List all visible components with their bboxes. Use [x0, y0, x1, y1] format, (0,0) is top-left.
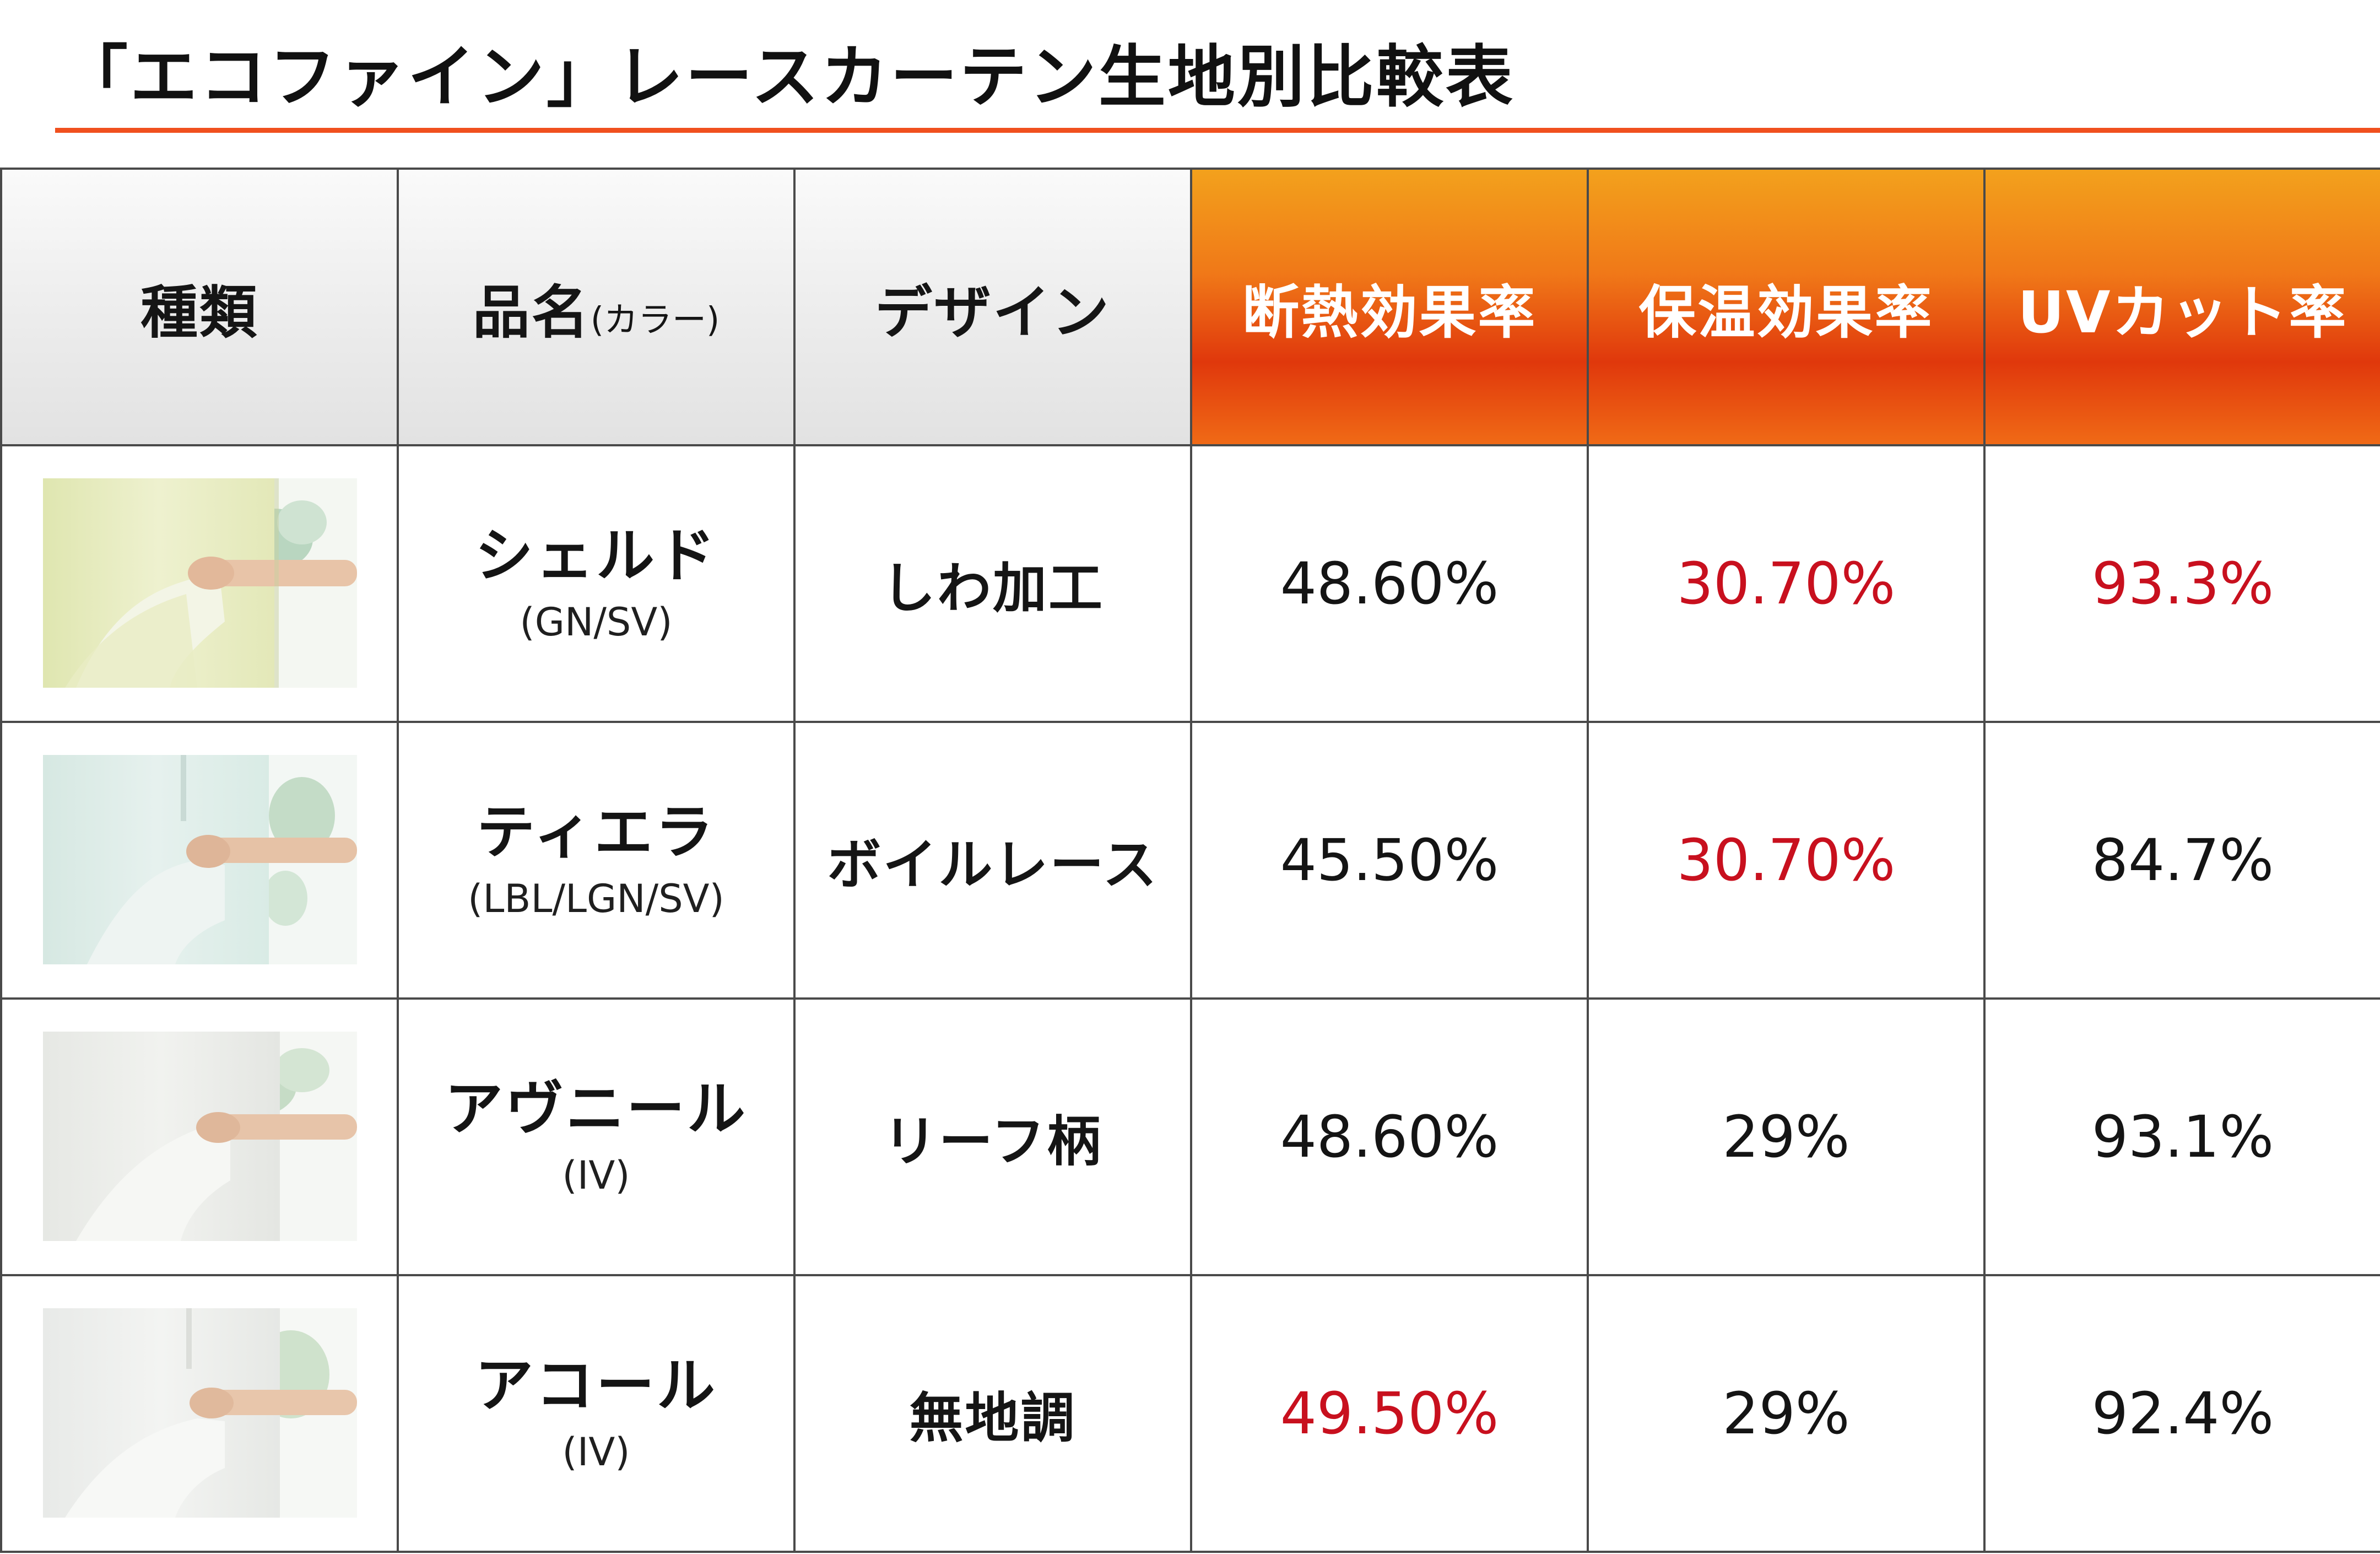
lace-curtain-swatch-ivory — [43, 1032, 357, 1241]
uv-cut-cell: 93.1% — [1983, 997, 2380, 1276]
uv-cut-value: 93.3% — [2091, 550, 2274, 617]
swatch-cell — [0, 444, 399, 723]
table-row: アコール (IV) 無地調 49.50% 29% 92.4% — [0, 1274, 2380, 1553]
swatch-cell — [0, 997, 399, 1276]
uv-cut-cell: 84.7% — [1983, 721, 2380, 1000]
header-type: 種類 — [0, 168, 399, 446]
uv-cut-cell: 92.4% — [1983, 1274, 2380, 1553]
product-colors: (GN/SV) — [520, 600, 673, 645]
swatch-cell — [0, 1274, 399, 1553]
header-product-label: 品名 — [472, 278, 591, 346]
table-row: ティエラ (LBL/LGN/SV) ボイルレース 45.50% 30.70% 8… — [0, 721, 2380, 1000]
lace-curtain-swatch-green — [43, 478, 357, 688]
table-row: アヴニール (IV) リーフ柄 48.60% 29% 93.1% — [0, 997, 2380, 1276]
insulation-cell: 48.60% — [1190, 444, 1589, 723]
product-cell: アコール (IV) — [397, 1274, 796, 1553]
heat-retention-cell: 30.70% — [1587, 444, 1986, 723]
heat-retention-value: 30.70% — [1676, 550, 1896, 617]
insulation-cell: 48.60% — [1190, 997, 1589, 1276]
product-name: シェルド — [475, 522, 717, 590]
table-row: シェルド (GN/SV) しわ加工 48.60% 30.70% 93.3% — [0, 444, 2380, 723]
insulation-cell: 49.50% — [1190, 1274, 1589, 1553]
swatch-cell — [0, 721, 399, 1000]
product-colors: (LBL/LGN/SV) — [468, 876, 724, 921]
insulation-value: 48.60% — [1280, 1103, 1499, 1170]
header-product-suffix: (カラー) — [590, 299, 720, 340]
header-design: デザイン — [793, 168, 1192, 446]
lace-curtain-swatch-white — [43, 1308, 357, 1518]
design-cell: ボイルレース — [793, 721, 1192, 1000]
uv-cut-value: 84.7% — [2091, 827, 2274, 894]
uv-cut-cell: 93.3% — [1983, 444, 2380, 723]
comparison-table: 種類 品名(カラー) デザイン 断熱効果率 保温効果率 UVカット率 — [0, 168, 2380, 1553]
heat-retention-value: 29% — [1722, 1103, 1850, 1170]
design-value: しわ加工 — [881, 557, 1104, 620]
product-name: ティエラ — [477, 798, 716, 866]
header-heat-retention: 保温効果率 — [1587, 168, 1986, 446]
page-title: 「エコファイン」レースカーテン生地別比較表 — [61, 38, 1515, 116]
heat-retention-cell: 29% — [1587, 1274, 1986, 1553]
product-cell: ティエラ (LBL/LGN/SV) — [397, 721, 796, 1000]
insulation-value: 49.50% — [1280, 1380, 1499, 1447]
uv-cut-value: 93.1% — [2091, 1103, 2274, 1170]
design-cell: 無地調 — [793, 1274, 1192, 1553]
title-underline — [55, 128, 2380, 133]
heat-retention-value: 30.70% — [1676, 827, 1896, 894]
header-product: 品名(カラー) — [397, 168, 796, 446]
heat-retention-cell: 30.70% — [1587, 721, 1986, 1000]
insulation-cell: 45.50% — [1190, 721, 1589, 1000]
uv-cut-value: 92.4% — [2091, 1380, 2274, 1447]
table-header-row: 種類 品名(カラー) デザイン 断熱効果率 保温効果率 UVカット率 — [0, 168, 2380, 446]
insulation-value: 45.50% — [1280, 827, 1499, 894]
heat-retention-value: 29% — [1722, 1380, 1850, 1447]
design-value: リーフ柄 — [883, 1110, 1103, 1173]
product-colors: (IV) — [562, 1429, 630, 1475]
design-value: 無地調 — [909, 1387, 1077, 1450]
heat-retention-cell: 29% — [1587, 997, 1986, 1276]
design-value: ボイルレース — [827, 834, 1159, 897]
lace-curtain-swatch-aqua — [43, 755, 357, 964]
design-cell: しわ加工 — [793, 444, 1192, 723]
product-name: アヴニール — [445, 1075, 748, 1143]
design-cell: リーフ柄 — [793, 997, 1192, 1276]
product-cell: シェルド (GN/SV) — [397, 444, 796, 723]
insulation-value: 48.60% — [1280, 550, 1499, 617]
product-colors: (IV) — [562, 1153, 630, 1198]
product-name: アコール — [475, 1352, 717, 1420]
header-uv-cut: UVカット率 — [1983, 168, 2380, 446]
product-cell: アヴニール (IV) — [397, 997, 796, 1276]
header-insulation: 断熱効果率 — [1190, 168, 1589, 446]
